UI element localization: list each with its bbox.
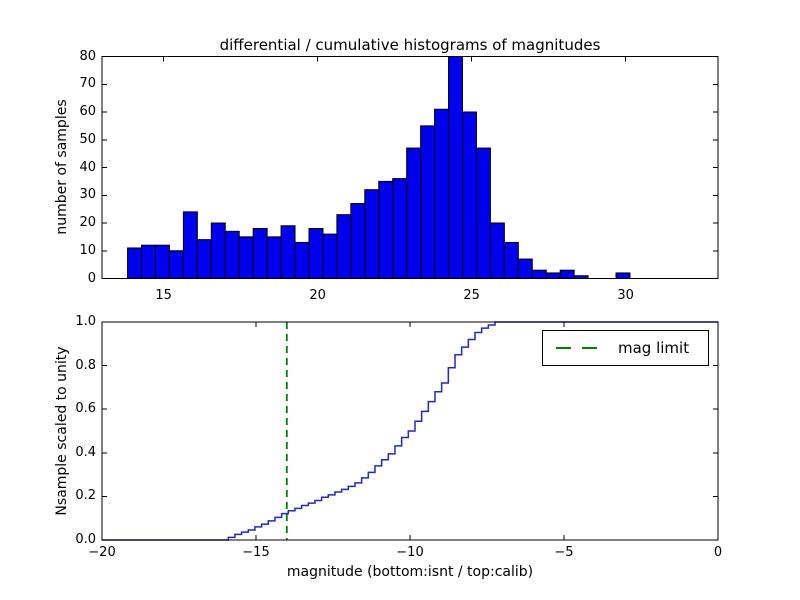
bottom-y-tick-label: 0.0 bbox=[75, 532, 96, 547]
histogram-bar bbox=[308, 228, 324, 280]
histogram-bar bbox=[531, 269, 547, 279]
histogram-bar bbox=[280, 225, 296, 279]
histogram-bar bbox=[392, 178, 408, 280]
top-y-tick-label: 60 bbox=[79, 104, 96, 119]
histogram-bar bbox=[294, 241, 310, 279]
histogram-bar bbox=[406, 147, 422, 279]
legend-label: mag limit bbox=[618, 339, 690, 357]
bottom-y-tick-label: 0.8 bbox=[75, 357, 96, 373]
histogram-bar bbox=[322, 233, 338, 280]
histogram-bar bbox=[154, 244, 170, 279]
histogram-bar bbox=[168, 250, 184, 279]
histogram-bar bbox=[489, 222, 505, 279]
legend-box: mag limit bbox=[542, 330, 709, 366]
histogram-bar bbox=[252, 228, 268, 280]
bottom-x-tick-label: −20 bbox=[88, 545, 116, 560]
bottom-y-tick-label: 0.6 bbox=[75, 401, 96, 417]
histogram-bar bbox=[350, 203, 366, 280]
top-y-tick-label: 80 bbox=[79, 48, 96, 64]
top-x-tick-label: 15 bbox=[155, 288, 172, 303]
histogram-bar bbox=[573, 275, 589, 280]
histogram-bar bbox=[378, 180, 394, 280]
legend-dash-icon bbox=[556, 346, 571, 350]
histogram-bar bbox=[182, 211, 198, 279]
histogram-bar bbox=[141, 244, 156, 279]
cumulative-step-curve bbox=[102, 321, 718, 541]
histogram-bar bbox=[420, 125, 436, 280]
histogram-bar bbox=[448, 56, 464, 279]
top-x-tick-label: 25 bbox=[463, 288, 480, 303]
bottom-y-tick-label: 0.4 bbox=[75, 444, 96, 460]
top-y-tick-label: 30 bbox=[79, 187, 96, 203]
bottom-x-tick-label: −5 bbox=[554, 545, 574, 560]
figure-title: differential / cumulative histograms of … bbox=[219, 36, 601, 54]
bottom-y-tick-label: 1.0 bbox=[75, 314, 96, 329]
histogram-bar bbox=[127, 247, 143, 280]
histogram-bar bbox=[196, 239, 212, 279]
bottom-x-tick-label: −10 bbox=[396, 545, 424, 560]
histogram-bar bbox=[266, 236, 282, 280]
histogram-bar bbox=[559, 269, 575, 279]
top-x-tick-label: 20 bbox=[309, 288, 326, 303]
histogram-bar bbox=[462, 111, 477, 279]
histogram-bar bbox=[434, 108, 450, 280]
top-y-tick-label: 50 bbox=[79, 131, 96, 147]
top-histogram-bars bbox=[127, 56, 631, 280]
legend-dash-gap bbox=[571, 347, 582, 349]
histogram-bar bbox=[503, 241, 519, 279]
top-y-tick-label: 70 bbox=[79, 76, 96, 92]
histogram-bar bbox=[210, 222, 226, 279]
top-y-tick-label: 10 bbox=[79, 242, 96, 258]
histogram-bar bbox=[475, 147, 491, 279]
bottom-x-tick-label: 0 bbox=[713, 545, 723, 560]
top-x-tick-label: 30 bbox=[617, 288, 634, 303]
histogram-bar bbox=[545, 272, 561, 280]
top-y-tick-label: 40 bbox=[79, 159, 96, 175]
top-y-tick-label: 0 bbox=[87, 270, 96, 286]
histogram-bar bbox=[336, 214, 352, 279]
legend-dash-icon bbox=[582, 346, 597, 350]
bottom-x-tick-label: −15 bbox=[242, 545, 270, 560]
histogram-bar bbox=[364, 189, 380, 279]
bottom-x-axis-label: magnitude (bottom:isnt / top:calib) bbox=[286, 564, 534, 580]
top-y-tick-label: 20 bbox=[79, 215, 96, 230]
histogram-bar bbox=[517, 258, 533, 280]
legend-dashed-line-sample bbox=[556, 346, 606, 350]
histogram-bar bbox=[238, 236, 254, 280]
histogram-bar bbox=[615, 272, 631, 280]
histogram-bar bbox=[224, 230, 240, 280]
bottom-y-tick-label: 0.2 bbox=[75, 488, 96, 504]
